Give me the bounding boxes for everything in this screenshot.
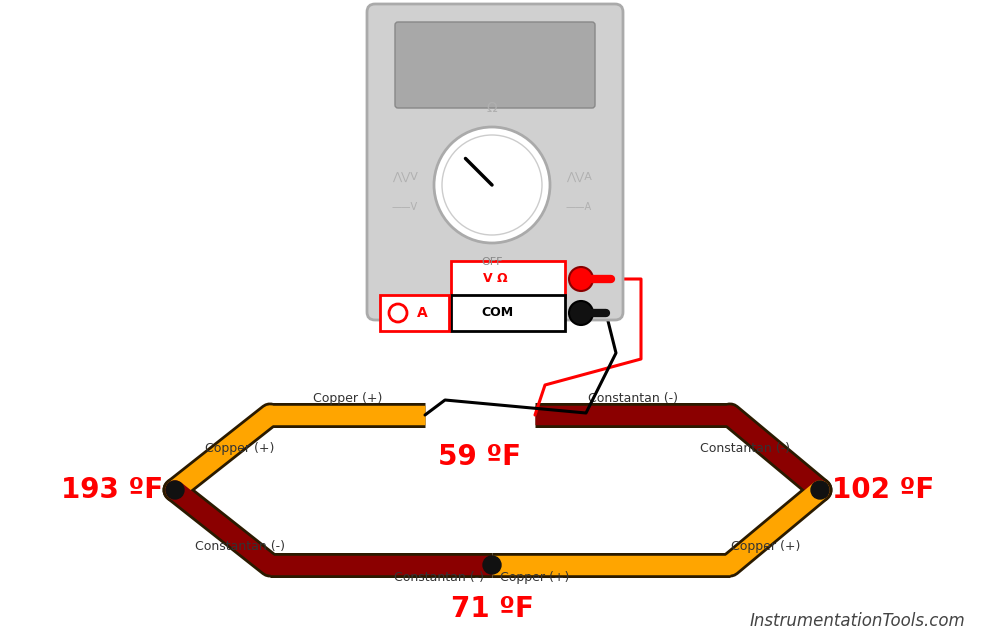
Circle shape [483, 556, 501, 574]
Text: 71 ºF: 71 ºF [451, 595, 533, 623]
Text: ⋀⋁A: ⋀⋁A [566, 172, 591, 182]
FancyBboxPatch shape [451, 261, 565, 297]
Text: OFF: OFF [481, 257, 503, 267]
Text: ⋀⋁V: ⋀⋁V [393, 172, 418, 182]
Circle shape [569, 301, 593, 325]
Text: ——V: ——V [392, 202, 418, 212]
Text: A: A [416, 306, 427, 320]
Text: ——A: ——A [566, 202, 592, 212]
Text: Copper (+): Copper (+) [500, 571, 570, 584]
Circle shape [811, 481, 829, 499]
Text: 193 ºF: 193 ºF [61, 476, 163, 504]
Text: Copper (+): Copper (+) [205, 442, 275, 455]
FancyBboxPatch shape [395, 22, 595, 108]
FancyBboxPatch shape [451, 295, 565, 331]
Text: COM: COM [481, 307, 513, 320]
Text: Constantan (-): Constantan (-) [394, 571, 484, 584]
Text: 59 ºF: 59 ºF [439, 443, 522, 471]
FancyBboxPatch shape [380, 295, 449, 331]
Text: Copper (+): Copper (+) [731, 540, 800, 553]
Text: Constantan (-): Constantan (-) [587, 392, 678, 405]
Text: InstrumentationTools.com: InstrumentationTools.com [749, 612, 965, 630]
Text: Constantan (-): Constantan (-) [195, 540, 285, 553]
Circle shape [166, 481, 184, 499]
Text: V Ω: V Ω [483, 273, 508, 285]
Text: Ω: Ω [487, 101, 497, 115]
Text: Copper (+): Copper (+) [313, 392, 382, 405]
Text: Constantan (-): Constantan (-) [700, 442, 790, 455]
Circle shape [434, 127, 550, 243]
Circle shape [569, 267, 593, 291]
Circle shape [442, 135, 542, 235]
Text: 102 ºF: 102 ºF [832, 476, 934, 504]
Circle shape [389, 304, 407, 322]
FancyBboxPatch shape [367, 4, 623, 320]
